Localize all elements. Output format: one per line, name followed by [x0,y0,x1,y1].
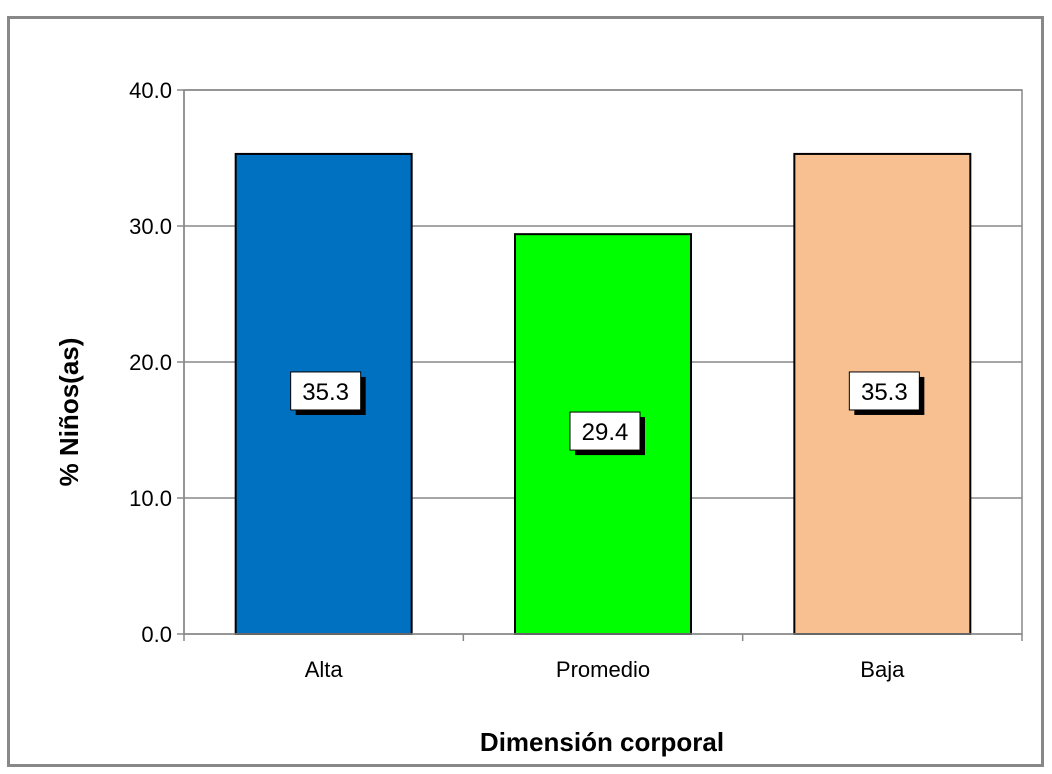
x-tick-label: Baja [860,657,905,682]
y-tick-label: 20.0 [129,350,172,375]
y-tick-label: 40.0 [129,78,172,103]
data-label-box [569,411,641,451]
y-axis-title: % Niños(as) [54,338,84,487]
data-label-box [290,371,362,411]
data-label: 29.4 [582,419,629,446]
x-tick-label: Alta [305,657,344,682]
y-tick-label: 0.0 [141,622,172,647]
data-labels: 35.3 29.4 35.3 [290,371,925,456]
x-tick-label: Promedio [556,657,650,682]
data-label-box [848,371,920,411]
data-label: 35.3 [861,379,908,406]
data-label: 35.3 [302,379,349,406]
y-tick-label: 30.0 [129,214,172,239]
x-axis-title: Dimensión corporal [480,727,724,757]
y-tick-labels: 0.0 10.0 20.0 30.0 40.0 [129,78,172,647]
axes [177,89,1023,641]
x-tick-labels: Alta Promedio Baja [305,657,905,682]
y-tick-label: 10.0 [129,486,172,511]
